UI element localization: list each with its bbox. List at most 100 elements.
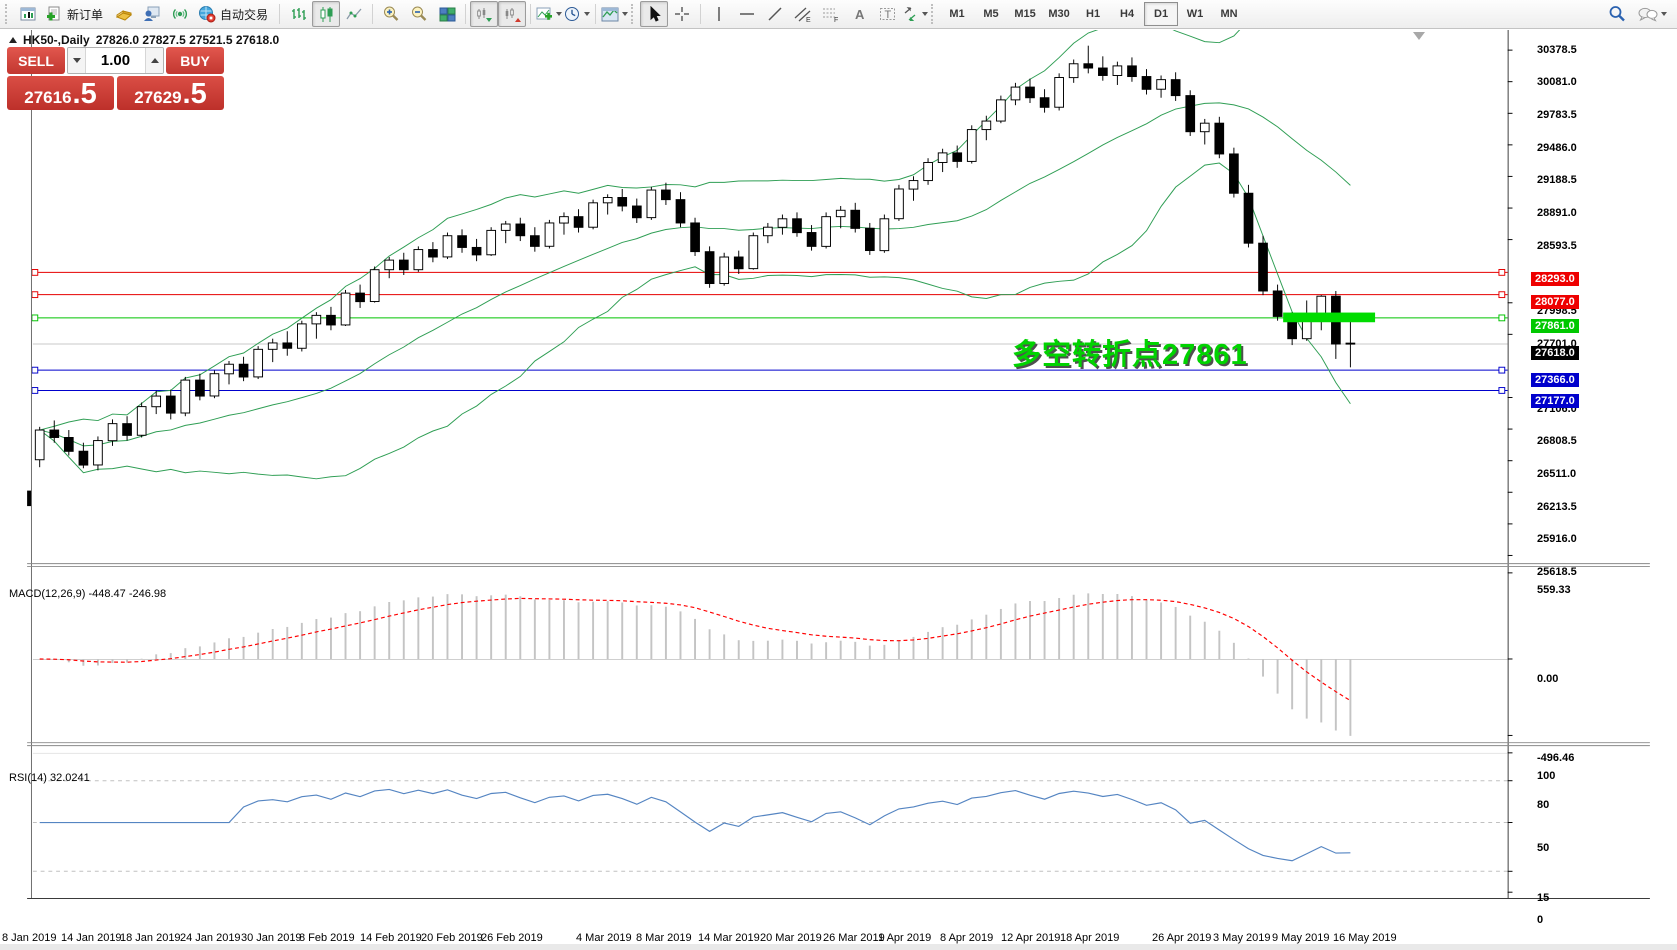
line-handle[interactable] [31, 366, 39, 374]
timeframe-button-h4[interactable]: H4 [1120, 8, 1135, 20]
timeframe-button-d1[interactable]: D1 [1144, 2, 1179, 26]
tile-windows-icon [439, 7, 456, 21]
timeframe-button-h1[interactable]: H1 [1086, 8, 1101, 20]
signals-button[interactable] [166, 1, 194, 27]
chart-shift-button[interactable] [498, 1, 527, 27]
line-chart-button[interactable] [340, 1, 368, 27]
time-axis-label: 30 Jan 2019 [241, 932, 302, 944]
add-indicator-button[interactable] [535, 1, 563, 27]
timeframe-button-m30[interactable]: M30 [1048, 8, 1070, 20]
candlestick-chart-button[interactable] [312, 1, 341, 27]
candles [34, 45, 1356, 471]
line-handle[interactable] [31, 314, 39, 322]
line-handle[interactable] [31, 387, 39, 394]
shapes-tool-button[interactable] [901, 1, 929, 27]
macd-axis-label: -496.46 [1537, 751, 1575, 764]
label-icon: T [879, 8, 895, 21]
chart-shift-marker-icon[interactable] [1413, 32, 1425, 40]
line-handle[interactable] [1498, 387, 1506, 394]
horizontal-line-tool-button[interactable] [733, 1, 761, 27]
timeframe-button-m15[interactable]: M15 [1014, 8, 1036, 20]
rsi-value: 32.0241 [49, 772, 90, 784]
search-button[interactable] [1603, 1, 1631, 27]
timeframe-button-m5[interactable]: M5 [983, 8, 999, 20]
search-icon [1609, 6, 1625, 22]
cursor-tool-button[interactable] [640, 1, 669, 27]
timeframe-button-m1[interactable]: M1 [949, 8, 965, 20]
timeframe-button-mn[interactable]: MN [1220, 8, 1238, 20]
line-handle[interactable] [1498, 291, 1506, 299]
toolbar-grip[interactable] [631, 4, 636, 24]
auto-trading-button[interactable]: 自动交易 [194, 1, 275, 27]
sell-price-button[interactable]: 27616 .5 [7, 76, 114, 110]
line-handle[interactable] [1498, 269, 1506, 276]
chart-window-icon [20, 7, 36, 21]
bar-chart-icon [291, 7, 306, 20]
dropdown-arrow-icon [922, 12, 929, 16]
dropdown-arrow-icon [556, 12, 563, 16]
price-tick-label: 26213.5 [1537, 500, 1577, 513]
macd-axis-label: 0.00 [1537, 673, 1559, 685]
new-order-label: 新订单 [67, 7, 104, 22]
crosshair-tool-button[interactable] [668, 1, 696, 27]
auto-scroll-button[interactable] [470, 1, 499, 27]
chart-window-icon[interactable] [14, 1, 42, 27]
zoom-out-icon [412, 6, 427, 21]
timeframe-button-w1[interactable]: W1 [1186, 8, 1204, 20]
candlestick-chart-icon [320, 6, 333, 22]
bar-chart-button[interactable] [284, 1, 312, 27]
toolbar-grip[interactable] [5, 4, 10, 24]
volume-increase-button[interactable] [145, 48, 163, 73]
time-axis-label: 20 Feb 2019 [421, 932, 483, 944]
sell-button[interactable]: SELL [7, 47, 65, 74]
line-handle[interactable] [1498, 314, 1506, 322]
zoom-out-button[interactable] [405, 1, 433, 27]
price-tick-label: 25916.0 [1537, 533, 1577, 546]
chat-button[interactable] [1637, 1, 1668, 27]
zoom-in-button[interactable] [377, 1, 405, 27]
collapse-icon[interactable] [9, 37, 17, 43]
fibonacci-tool-button[interactable]: F [817, 1, 845, 27]
rsi-axis-label: 0 [1537, 914, 1544, 926]
styles-button[interactable] [110, 1, 138, 27]
chart-canvas[interactable] [0, 30, 1677, 928]
periods-button[interactable] [563, 1, 591, 27]
chart-profile-button[interactable] [600, 1, 629, 27]
highlight-bar[interactable] [1283, 312, 1376, 323]
time-axis-label: 12 Apr 2019 [1001, 932, 1061, 944]
volume-decrease-button[interactable] [68, 48, 86, 73]
buy-button[interactable]: BUY [166, 47, 224, 74]
ohlc-values: 27826.0 27827.5 27521.5 27618.0 [95, 33, 280, 47]
volume-input[interactable]: 1.00 [100, 52, 131, 69]
time-axis-label: 26 Feb 2019 [481, 932, 543, 944]
tile-windows-button[interactable] [433, 1, 461, 27]
sell-price-int: 27616 [24, 88, 72, 108]
text-glyph: A [855, 7, 865, 22]
dropdown-arrow-icon [1661, 12, 1667, 16]
toolbar-grip[interactable] [931, 4, 936, 24]
line-chart-icon [345, 8, 362, 19]
accounts-button[interactable] [138, 1, 166, 27]
buy-price-button[interactable]: 27629 .5 [117, 76, 224, 110]
buy-price-int: 27629 [134, 88, 182, 108]
trendline-tool-button[interactable] [761, 1, 789, 27]
price-tag-28077.0: 28077.0 [1531, 295, 1579, 310]
text-tool-button[interactable]: A [845, 1, 873, 27]
channel-tool-button[interactable]: E [789, 1, 817, 27]
line-handle[interactable] [31, 291, 39, 299]
line-handle[interactable] [1498, 366, 1506, 374]
chat-bubbles-icon [1638, 7, 1658, 22]
label-tool-button[interactable]: T [873, 1, 901, 27]
rsi-name: RSI(14) [9, 772, 47, 784]
auto-trading-icon [199, 6, 216, 23]
time-axis-label: 14 Mar 2019 [698, 932, 760, 944]
vertical-line-tool-button[interactable] [705, 1, 733, 27]
chart-text-annotation[interactable]: 多空转折点27861 [1012, 339, 1248, 371]
toolbar-separator [595, 4, 597, 24]
price-tick-label: 26511.0 [1537, 468, 1577, 481]
toolbar-separator [372, 4, 374, 24]
rsi-axis-label: 80 [1537, 798, 1550, 811]
line-handle[interactable] [31, 269, 39, 276]
new-order-button[interactable]: 新订单 [42, 1, 110, 27]
toolbar-right-group [1603, 1, 1674, 27]
